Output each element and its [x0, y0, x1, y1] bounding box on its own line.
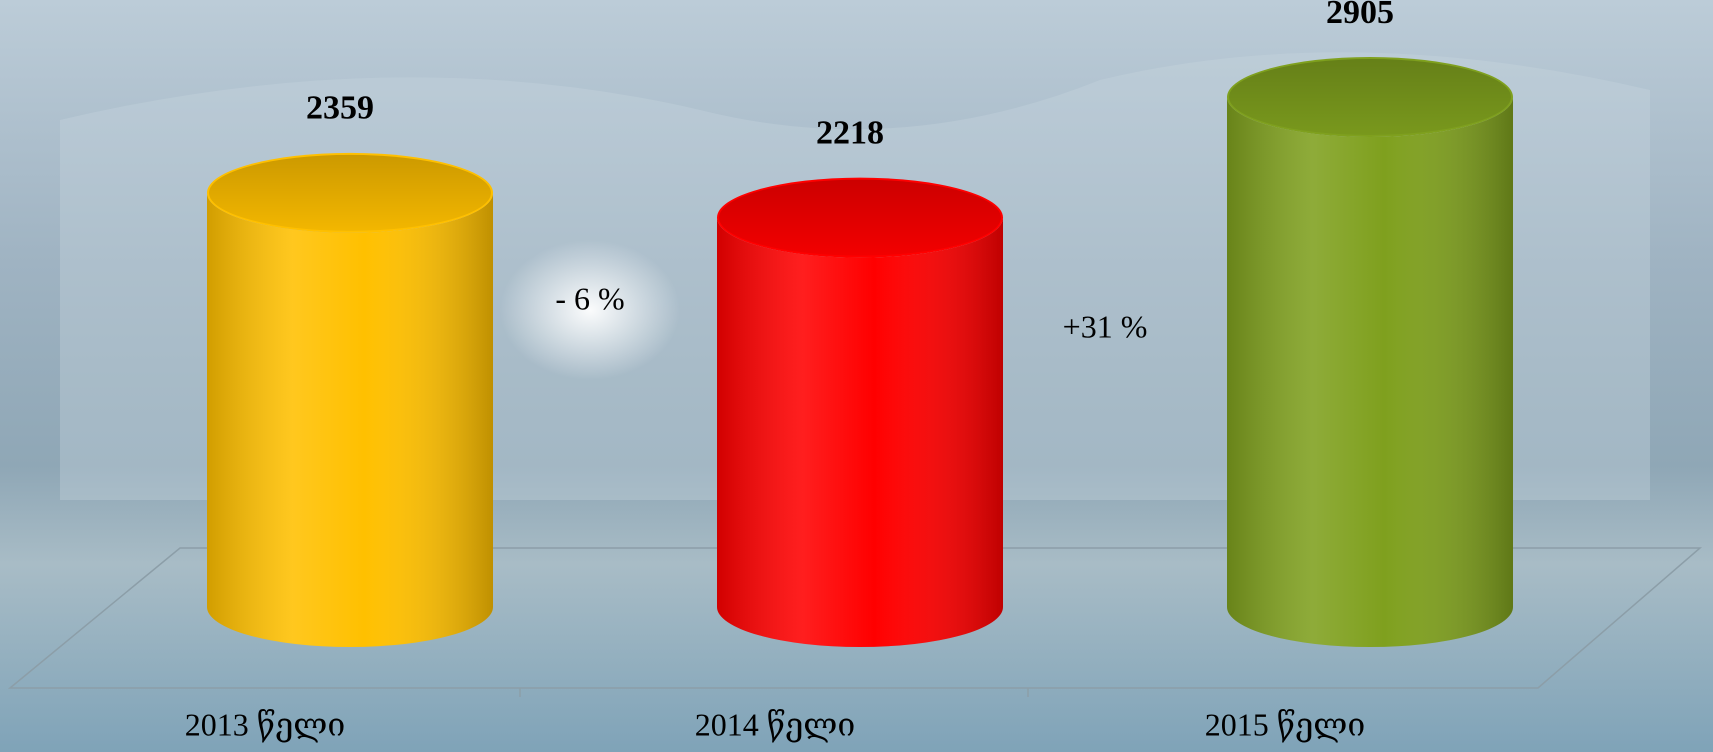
cylinder-top-shade: [719, 180, 1001, 256]
cylinder-shade: [1227, 97, 1513, 647]
change-annotation: +31 %: [1063, 308, 1148, 344]
cylinder-top-shade: [209, 155, 491, 231]
cylinder-shade: [207, 193, 493, 647]
cylinder-top-shade: [1229, 59, 1511, 135]
cylinder-shade: [717, 218, 1003, 647]
value-label: 2905: [1326, 0, 1394, 31]
x-tick-label: 2013 წელი: [185, 706, 346, 742]
value-label: 2218: [816, 114, 884, 151]
change-annotation: - 6 %: [555, 280, 624, 316]
value-label: 2359: [306, 90, 374, 127]
x-tick-label: 2014 წელი: [695, 706, 856, 742]
chart: 2359 2013 წელი 2218 2014 წელი 2905 2015 წელი -…: [0, 0, 1713, 752]
x-tick-label: 2015 წელი: [1205, 706, 1366, 742]
